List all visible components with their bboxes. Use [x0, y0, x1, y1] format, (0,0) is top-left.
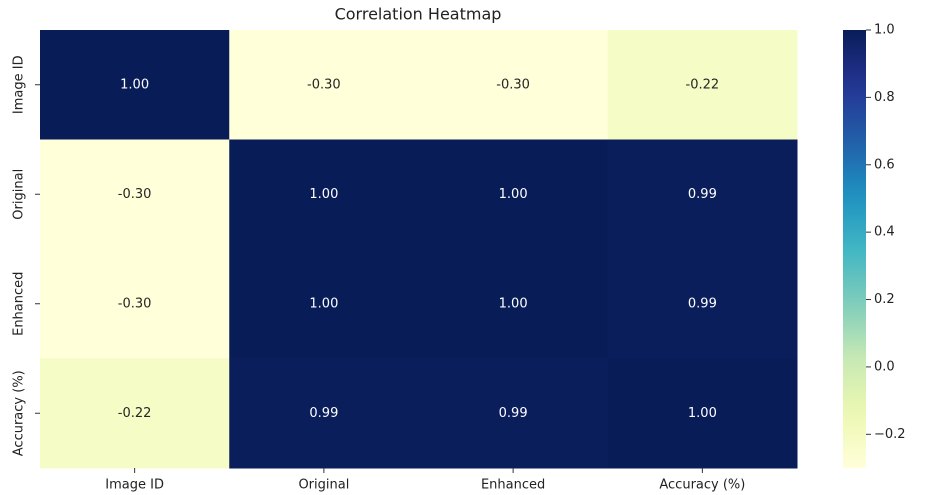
x-tick-label: Image ID: [105, 478, 164, 493]
cell-label: 1.00: [309, 296, 338, 311]
heatmap-cell: [418, 139, 609, 250]
cell-label: 1.00: [688, 406, 717, 421]
colorbar-tick-label: 0.2: [874, 292, 895, 307]
y-tick-label: Image ID: [12, 55, 27, 114]
cell-label: -0.30: [496, 77, 530, 92]
heatmap-cell: [40, 30, 230, 140]
cell-label: -0.30: [118, 296, 152, 311]
heatmap-cell: [607, 249, 798, 359]
colorbar-tick-label: 1.0: [874, 23, 895, 38]
colorbar-tick-label: 0.6: [874, 157, 895, 172]
heatmap-cell: [418, 249, 609, 359]
cell-label: -0.30: [307, 77, 341, 92]
chart-title: Correlation Heatmap: [335, 5, 502, 24]
heatmap-cell: [229, 30, 419, 140]
colorbar-tick-label: 0.0: [874, 359, 895, 374]
cell-label: 0.99: [688, 296, 717, 311]
colorbar: [843, 30, 866, 468]
heatmap-cell: [40, 139, 230, 250]
heatmap-cell: [229, 249, 419, 359]
heatmap-cell: [418, 30, 609, 140]
cell-label: 0.99: [688, 187, 717, 202]
heatmap-cell: [229, 358, 419, 469]
cell-label: 1.00: [309, 187, 338, 202]
cell-label: -0.22: [118, 406, 152, 421]
x-tick-label: Enhanced: [481, 478, 545, 493]
cell-label: 1.00: [499, 187, 528, 202]
colorbar-tick-label: 0.4: [874, 225, 895, 240]
y-tick-label: Enhanced: [12, 272, 27, 336]
heatmap-cell: [607, 30, 798, 140]
heatmap-cell: [607, 139, 798, 250]
x-tick-label: Accuracy (%): [659, 478, 745, 493]
heatmap-cell: [40, 249, 230, 359]
cell-label: 0.99: [309, 406, 338, 421]
y-tick-label: Accuracy (%): [12, 370, 27, 456]
cell-label: 0.99: [499, 406, 528, 421]
cell-label: 1.00: [499, 296, 528, 311]
heatmap-cell: [607, 358, 798, 469]
colorbar-tick-label: −0.2: [874, 427, 906, 442]
heatmap-cell: [418, 358, 609, 469]
heatmap-cell: [229, 139, 419, 250]
cell-label: 1.00: [120, 77, 149, 92]
heatmap-cell: [40, 358, 230, 469]
y-tick-label: Original: [12, 169, 27, 220]
cell-label: -0.30: [118, 187, 152, 202]
colorbar-tick-label: 0.8: [874, 90, 895, 105]
x-tick-label: Original: [298, 478, 349, 493]
cell-label: -0.22: [686, 77, 720, 92]
